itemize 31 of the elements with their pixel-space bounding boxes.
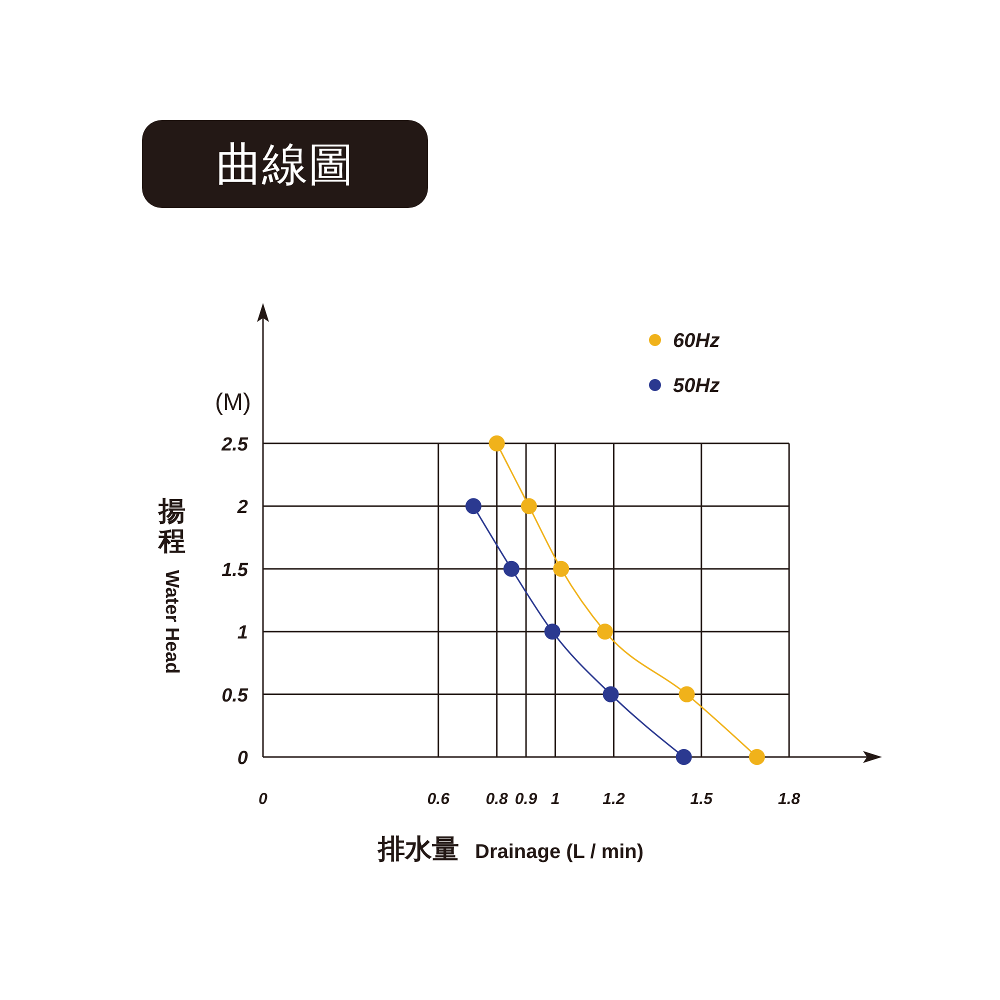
point [678,686,695,702]
y-tick-label: 0.5 [222,685,248,706]
x-tick-label: 1 [550,791,560,808]
point [676,749,692,765]
y-tick-label: 2 [236,497,248,518]
x-tick-label: 1.8 [778,791,800,808]
point [553,560,570,577]
point [748,749,765,765]
y-tick-label: 1.5 [222,560,248,581]
x-tick-label: 0.6 [427,791,450,808]
y-tick-label: 0 [237,748,248,769]
x-tick-label: 1.5 [690,791,714,808]
text: (M) [215,389,251,416]
legend-label: 50Hz [673,375,720,397]
x-tick-label: 1.2 [602,791,625,808]
point [544,624,560,640]
y-tick-label: 1 [237,622,248,644]
legend-label: 60Hz [673,330,720,352]
x-tick-label: 0 [258,791,268,808]
point [503,560,520,577]
y-axis-title: 揚程 Water Head [158,496,186,674]
point [465,498,482,514]
x-tick-label: 0.8 [486,791,508,808]
chart-title: 曲線圖 [216,138,354,190]
x-axis-title: 排水量 Drainage (L / min) [377,834,644,864]
x-tick-label: 0.9 [514,791,538,808]
point [488,435,505,452]
point [596,624,613,640]
y-tick-label: 2.5 [220,434,248,456]
point [602,686,619,702]
point [520,498,537,514]
